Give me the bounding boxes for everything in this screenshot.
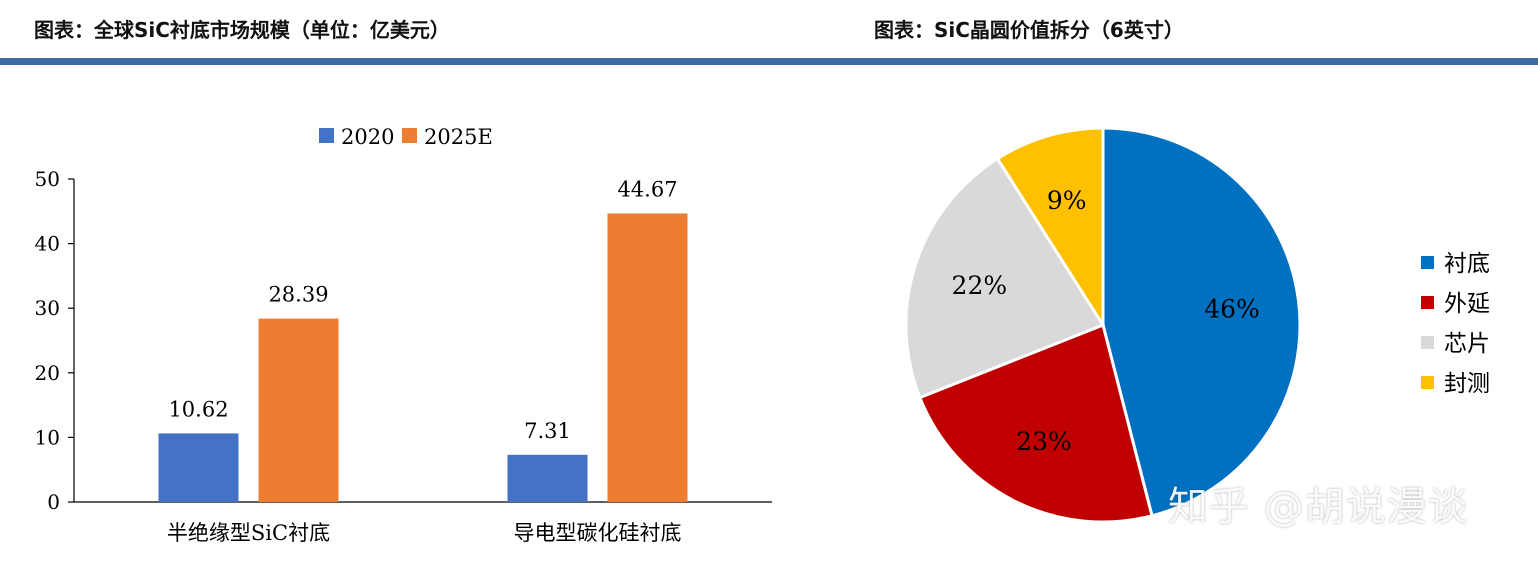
pie-legend-label: 芯片	[1444, 331, 1490, 357]
pie-legend-swatch-3	[1421, 376, 1434, 389]
y-tick-label: 30	[35, 296, 60, 320]
legend-label: 2025E	[424, 125, 493, 149]
bar-data-label: 28.39	[268, 283, 328, 307]
pie-slice-1	[917, 322, 1154, 524]
y-tick-label: 0	[47, 490, 60, 514]
pie-slice-label: 9%	[1047, 186, 1087, 215]
x-category-label: 导电型碳化硅衬底	[514, 521, 682, 545]
pie-legend-swatch-2	[1421, 336, 1434, 349]
pie-chart-title: 图表：SiC晶圆价值拆分（6英寸）	[874, 18, 1184, 42]
pie-legend-label: 衬底	[1444, 251, 1490, 277]
y-tick-label: 10	[35, 425, 60, 449]
y-tick-label: 40	[35, 232, 60, 256]
pie-slice-label: 23%	[1016, 427, 1072, 456]
bar-2020-1	[507, 454, 588, 502]
watermark-text: 知乎 @胡说漫谈	[1168, 484, 1469, 530]
bar-2020-0	[158, 433, 239, 502]
pie-legend-label: 封测	[1444, 371, 1490, 397]
legend-label: 2020	[341, 125, 394, 149]
pie-legend-swatch-1	[1421, 296, 1434, 309]
header-rule	[0, 58, 1538, 65]
pie-legend-label: 外延	[1444, 291, 1490, 317]
y-tick-label: 20	[35, 361, 60, 385]
bar-chart-title: 图表：全球SiC衬底市场规模（单位：亿美元）	[34, 18, 450, 42]
x-category-label: 半绝缘型SiC衬底	[167, 521, 330, 545]
bar-2025E-1	[607, 213, 688, 502]
legend-swatch-2020	[319, 128, 334, 143]
bar-data-label: 44.67	[617, 177, 677, 201]
pie-slice-3	[995, 126, 1105, 331]
legend-swatch-2025E	[402, 128, 417, 143]
bar-data-label: 7.31	[524, 419, 571, 443]
y-tick-label: 50	[35, 167, 60, 191]
pie-legend-swatch-0	[1421, 256, 1434, 269]
pie-slice-label: 46%	[1204, 295, 1260, 324]
pie-slice-label: 22%	[952, 271, 1008, 300]
pie-slice-0	[1101, 126, 1302, 518]
pie-slice-2	[904, 156, 1106, 400]
bar-data-label: 10.62	[168, 397, 228, 421]
bar-2025E-0	[258, 318, 339, 502]
